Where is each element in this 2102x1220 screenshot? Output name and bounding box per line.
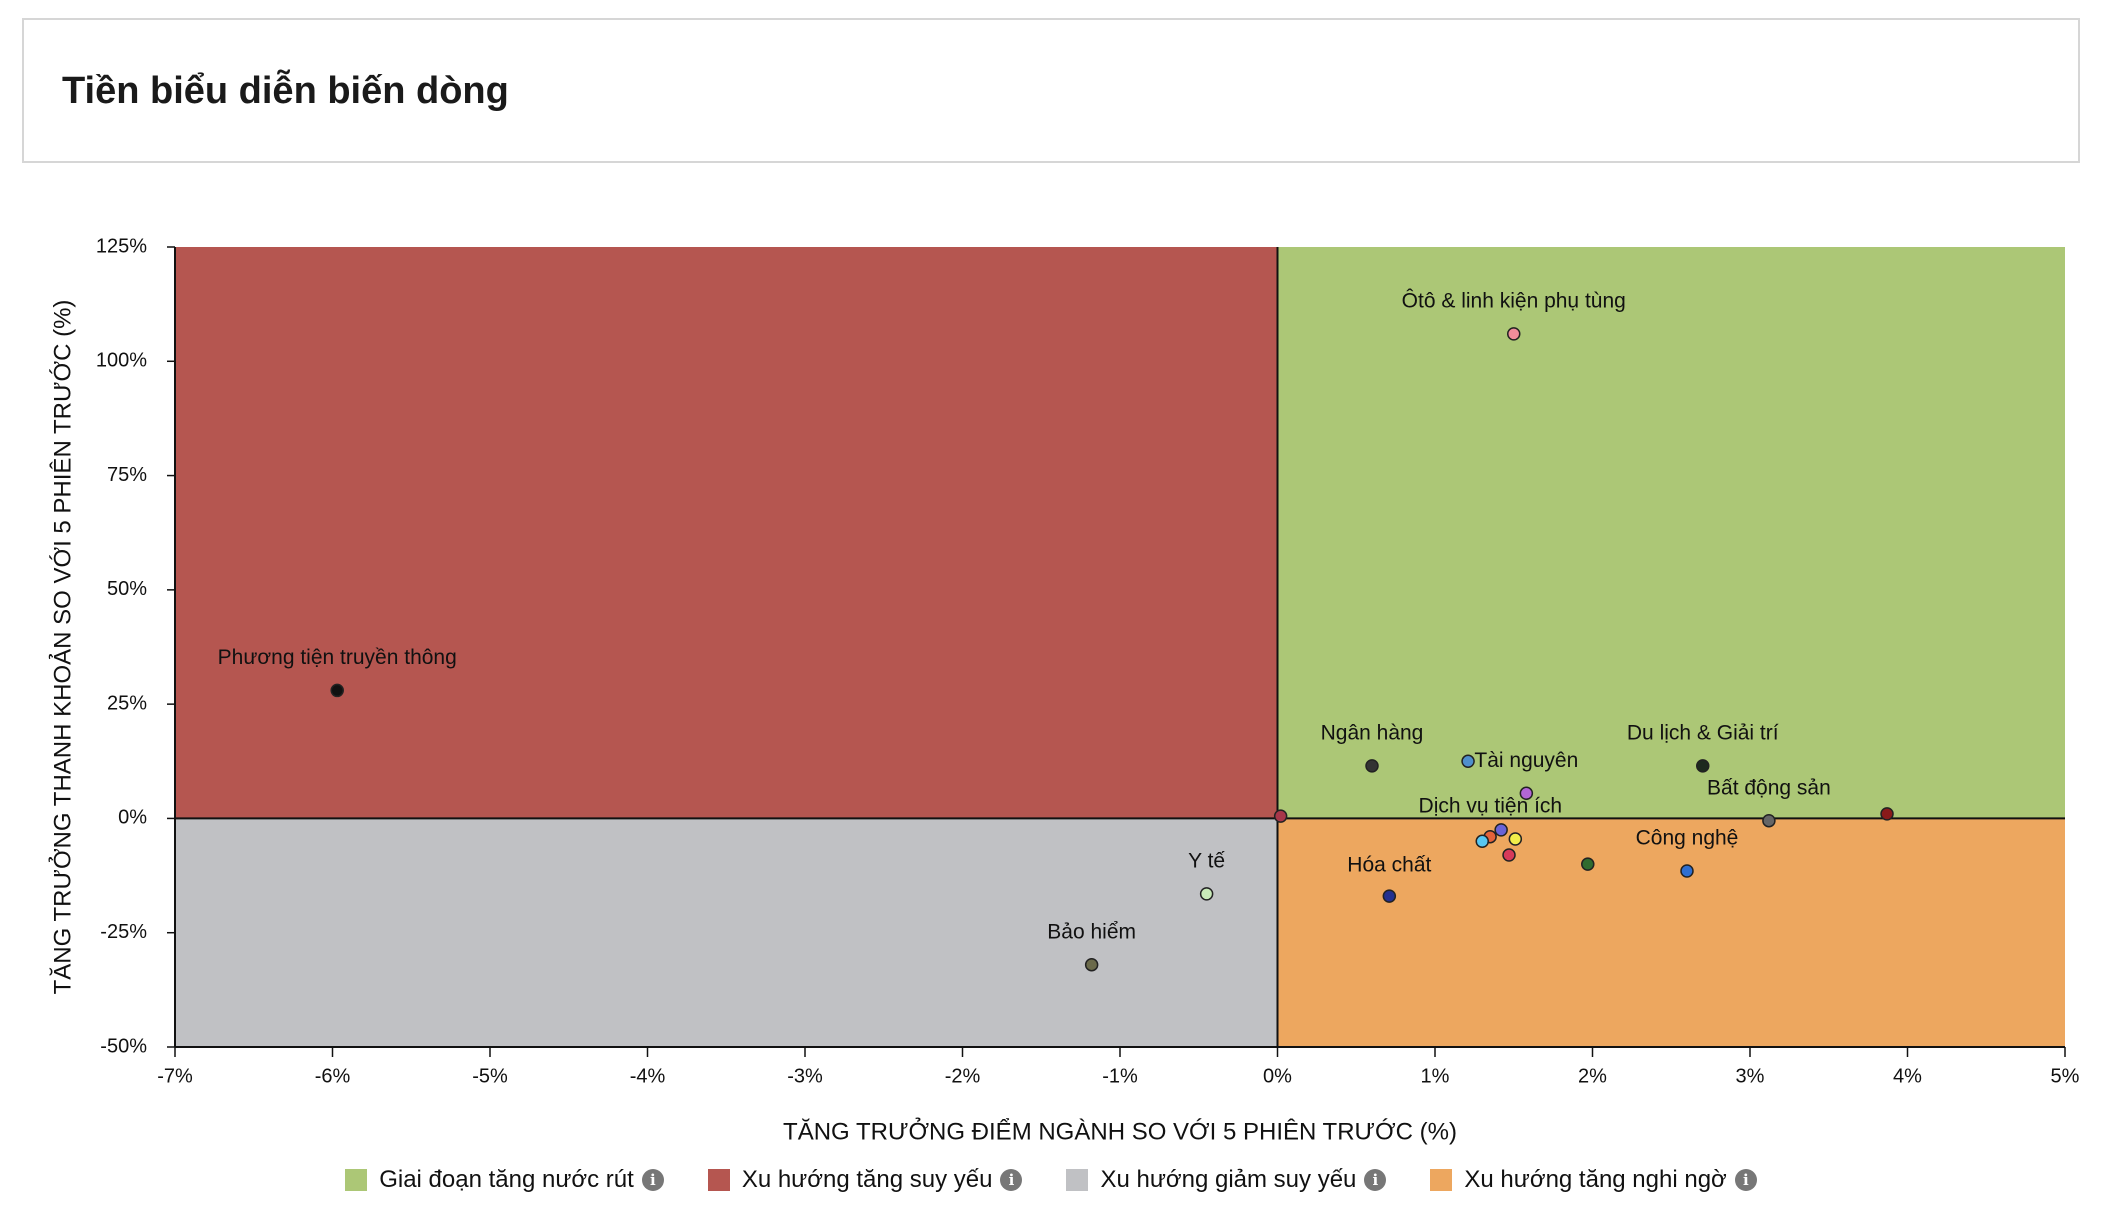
legend-label: Xu hướng tăng nghi ngờ bbox=[1464, 1166, 1727, 1193]
data-point[interactable] bbox=[1461, 754, 1475, 769]
y-tick-label: 25% bbox=[107, 692, 147, 714]
data-point[interactable] bbox=[1494, 823, 1508, 837]
y-tick-label: 0% bbox=[118, 807, 147, 829]
x-tick-label: 2% bbox=[1578, 1065, 1607, 1087]
legend-swatch-gray bbox=[1066, 1169, 1089, 1191]
x-tick-label: -3% bbox=[787, 1065, 823, 1087]
data-label: Ôtô & linh kiện phụ tùng bbox=[1402, 289, 1626, 312]
data-label: Tài nguyên bbox=[1474, 749, 1578, 772]
data-label: Bảo hiểm bbox=[1047, 920, 1136, 943]
info-icon[interactable]: i bbox=[641, 1169, 664, 1191]
legend-swatch-orange bbox=[1430, 1169, 1453, 1191]
x-axis-title: TĂNG TRƯỞNG ĐIỂM NGÀNH SO VỚI 5 PHIÊN TR… bbox=[783, 1116, 1457, 1145]
data-point[interactable] bbox=[1680, 864, 1694, 878]
data-point[interactable] bbox=[1382, 889, 1397, 903]
data-point[interactable] bbox=[1475, 834, 1489, 849]
quadrant-1 bbox=[175, 247, 1278, 819]
data-label: Hóa chất bbox=[1347, 854, 1431, 877]
y-tick-label: -50% bbox=[100, 1035, 147, 1057]
data-label: Dịch vụ tiện ích bbox=[1419, 795, 1563, 818]
data-point[interactable] bbox=[1507, 327, 1521, 341]
data-label: Công nghệ bbox=[1636, 827, 1739, 850]
legend-swatch-green bbox=[345, 1169, 368, 1191]
chart-legend: Giai đoạn tăng nước rút i Xu hướng tăng … bbox=[0, 1160, 2102, 1200]
quadrant-3 bbox=[1277, 818, 2065, 1047]
y-tick-label: 75% bbox=[107, 464, 147, 486]
data-point[interactable] bbox=[1365, 759, 1379, 773]
y-tick-label: 50% bbox=[107, 578, 147, 600]
data-point[interactable] bbox=[330, 683, 344, 698]
info-icon[interactable]: i bbox=[1364, 1169, 1387, 1191]
x-tick-label: -2% bbox=[945, 1065, 981, 1087]
data-label: Phương tiện truyền thông bbox=[218, 646, 457, 669]
legend-label: Xu hướng giảm suy yếu bbox=[1100, 1166, 1357, 1193]
data-label: Bất động sản bbox=[1707, 776, 1831, 799]
data-label: Du lịch & Giải trí bbox=[1627, 721, 1779, 744]
page-title: Tiền biểu diễn biến dòng bbox=[62, 70, 509, 112]
x-tick-label: -1% bbox=[1102, 1065, 1138, 1087]
data-point[interactable] bbox=[1502, 848, 1516, 862]
data-point[interactable] bbox=[1762, 813, 1776, 828]
data-point[interactable] bbox=[1581, 857, 1595, 871]
x-tick-label: 5% bbox=[2051, 1065, 2080, 1087]
x-tick-label: -4% bbox=[630, 1065, 666, 1087]
y-tick-label: -25% bbox=[100, 921, 147, 943]
data-label: Y tế bbox=[1188, 849, 1225, 872]
x-tick-label: 0% bbox=[1263, 1065, 1292, 1087]
legend-item-green[interactable]: Giai đoạn tăng nước rút i bbox=[345, 1166, 664, 1194]
legend-swatch-red bbox=[707, 1169, 730, 1191]
legend-label: Giai đoạn tăng nước rút bbox=[379, 1166, 634, 1193]
data-point[interactable] bbox=[1508, 832, 1523, 846]
legend-item-red[interactable]: Xu hướng tăng suy yếu i bbox=[707, 1166, 1023, 1194]
data-point[interactable] bbox=[1696, 759, 1710, 773]
quadrant-0 bbox=[1277, 247, 2065, 819]
y-axis-title: TĂNG TRƯỞNG THANH KHOẢN SO VỚI 5 PHIÊN T… bbox=[47, 300, 76, 995]
x-tick-label: 4% bbox=[1893, 1065, 1922, 1087]
data-point[interactable] bbox=[1519, 786, 1534, 801]
data-point[interactable] bbox=[1273, 809, 1288, 823]
x-tick-label: 3% bbox=[1736, 1065, 1765, 1087]
quadrant-2 bbox=[175, 818, 1278, 1047]
x-tick-label: -7% bbox=[157, 1065, 193, 1087]
data-label: Ngân hàng bbox=[1321, 721, 1424, 744]
legend-item-gray[interactable]: Xu hướng giảm suy yếu i bbox=[1066, 1166, 1387, 1194]
info-icon[interactable]: i bbox=[1734, 1169, 1757, 1191]
x-tick-label: 1% bbox=[1421, 1065, 1450, 1087]
data-point[interactable] bbox=[1199, 887, 1214, 901]
y-tick-label: 100% bbox=[96, 350, 147, 372]
legend-label: Xu hướng tăng suy yếu bbox=[741, 1166, 993, 1193]
data-point[interactable] bbox=[1084, 957, 1099, 972]
info-icon[interactable]: i bbox=[1000, 1169, 1023, 1191]
legend-item-orange[interactable]: Xu hướng tăng nghi ngờ i bbox=[1430, 1166, 1757, 1194]
title-panel: Tiền biểu diễn biến dòng bbox=[22, 18, 2080, 163]
data-point[interactable] bbox=[1880, 807, 1894, 821]
x-tick-label: -6% bbox=[315, 1065, 351, 1087]
x-tick-label: -5% bbox=[472, 1065, 508, 1087]
y-tick-label: 125% bbox=[96, 235, 147, 257]
